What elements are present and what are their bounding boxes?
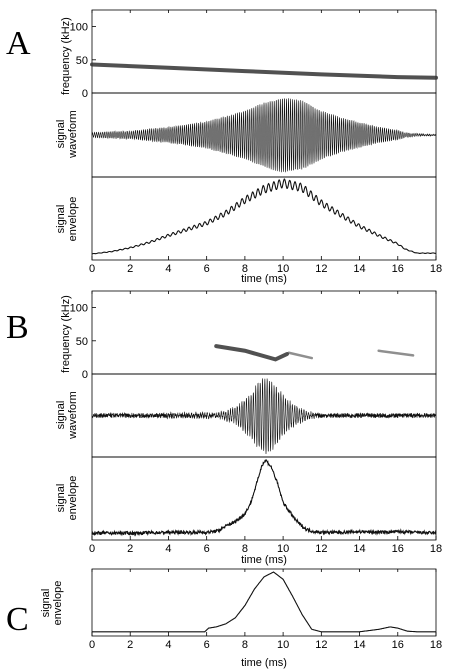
a-xtick-label: 4 bbox=[165, 263, 171, 275]
b-envelope-ylabel-line2: envelope bbox=[67, 476, 79, 521]
b-xaxis-title: time (ms) bbox=[241, 554, 287, 566]
c-xtick-label: 10 bbox=[277, 639, 289, 651]
a-freq-ytick-label: 50 bbox=[76, 55, 88, 67]
b-frequency-frame bbox=[91, 290, 437, 375]
panel-letter-b: B bbox=[6, 309, 29, 346]
b-spectrogram-trace bbox=[214, 344, 289, 362]
b-xtick-label: 8 bbox=[242, 543, 248, 555]
b-spectrogram-trace bbox=[377, 349, 415, 357]
b-xtick-label: 14 bbox=[353, 543, 365, 555]
a-waveform-ylabel-line2: waveform bbox=[67, 110, 79, 159]
a-xaxis-title: time (ms) bbox=[241, 273, 287, 285]
b-freq-ytick-label: 0 bbox=[82, 369, 88, 381]
b-xtick-label: 10 bbox=[277, 543, 289, 555]
b-xtick-label: 18 bbox=[430, 543, 442, 555]
a-envelope-ylabel-line1: signal bbox=[55, 205, 67, 234]
b-xtick-label: 12 bbox=[315, 543, 327, 555]
a-xtick-label: 16 bbox=[392, 263, 404, 275]
c-xtick-label: 14 bbox=[353, 639, 365, 651]
b-xtick-label: 2 bbox=[127, 543, 133, 555]
a-xtick-label: 18 bbox=[430, 263, 442, 275]
a-xtick-label: 6 bbox=[204, 263, 210, 275]
c-xtick-label: 0 bbox=[89, 639, 95, 651]
a-spectrogram-trace bbox=[90, 62, 438, 80]
b-waveform-ylabel-line2: waveform bbox=[67, 391, 79, 440]
c-xtick-label: 8 bbox=[242, 639, 248, 651]
a-freq-ytick-label: 100 bbox=[70, 22, 88, 34]
a-xtick-label: 14 bbox=[353, 263, 365, 275]
a-waveform-ylabel-line1: signal bbox=[55, 120, 67, 149]
a-envelope-frame bbox=[91, 176, 437, 261]
a-xtick-label: 12 bbox=[315, 263, 327, 275]
c-envelope-trace bbox=[92, 571, 436, 633]
a-freq-ytick-label: 0 bbox=[82, 88, 88, 100]
b-waveform-trace bbox=[91, 378, 437, 455]
c-envelope-frame bbox=[91, 568, 437, 637]
b-envelope-frame bbox=[91, 456, 437, 541]
b-envelope-ylabel-line1: signal bbox=[55, 484, 67, 513]
b-xtick-label: 4 bbox=[165, 543, 171, 555]
b-spectrogram-trace bbox=[287, 351, 314, 360]
a-xtick-label: 10 bbox=[277, 263, 289, 275]
a-frequency-frame bbox=[91, 9, 437, 94]
b-frequency-ylabel: frequency (kHz) bbox=[60, 295, 72, 373]
c-xtick-label: 16 bbox=[392, 639, 404, 651]
a-xtick-label: 8 bbox=[242, 263, 248, 275]
b-waveform-ylabel-line1: signal bbox=[55, 401, 67, 430]
c-xtick-label: 18 bbox=[430, 639, 442, 651]
c-envelope-ylabel-line2: envelope bbox=[52, 581, 64, 626]
c-xtick-label: 4 bbox=[165, 639, 171, 651]
c-xtick-label: 6 bbox=[204, 639, 210, 651]
b-xtick-label: 16 bbox=[392, 543, 404, 555]
b-freq-ytick-label: 100 bbox=[70, 303, 88, 315]
a-envelope-trace bbox=[91, 178, 436, 255]
b-freq-ytick-label: 50 bbox=[76, 336, 88, 348]
c-xaxis-title: time (ms) bbox=[241, 657, 287, 669]
a-waveform-trace bbox=[91, 98, 437, 173]
b-xtick-label: 6 bbox=[204, 543, 210, 555]
a-envelope-ylabel-line2: envelope bbox=[67, 197, 79, 242]
a-frequency-ylabel: frequency (kHz) bbox=[60, 17, 72, 95]
panel-letter-c: C bbox=[6, 601, 29, 638]
c-xtick-label: 2 bbox=[127, 639, 133, 651]
b-xtick-label: 0 bbox=[89, 543, 95, 555]
panel-letter-a: A bbox=[6, 25, 31, 62]
b-envelope-trace bbox=[91, 459, 437, 537]
c-envelope-ylabel-line1: signal bbox=[40, 589, 52, 618]
a-xtick-label: 2 bbox=[127, 263, 133, 275]
c-xtick-label: 12 bbox=[315, 639, 327, 651]
a-xtick-label: 0 bbox=[89, 263, 95, 275]
